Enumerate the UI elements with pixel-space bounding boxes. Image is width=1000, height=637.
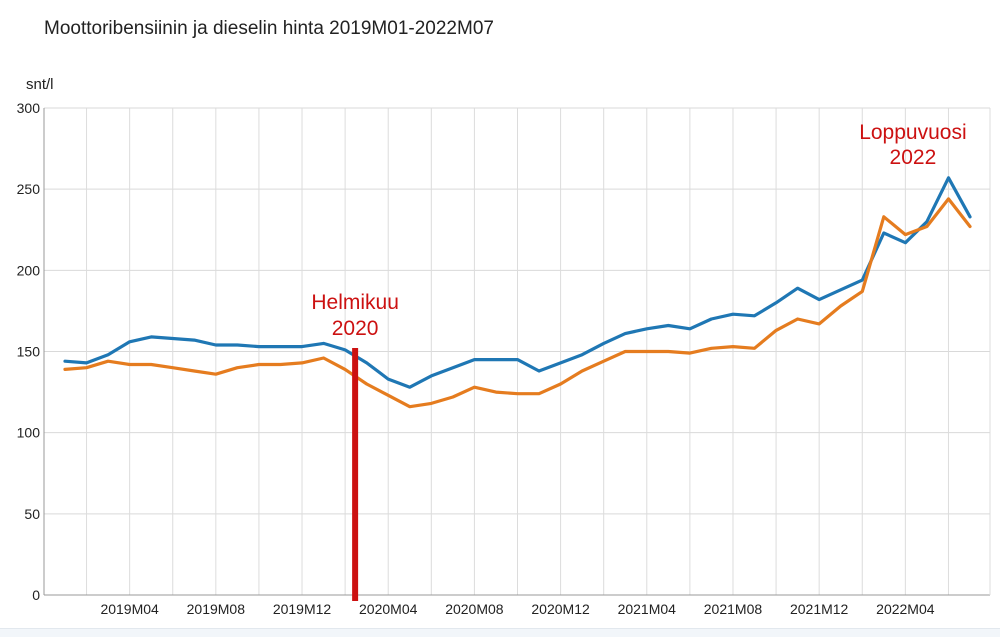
- x-tick-labels: 2019M04 2019M08 2019M12 2020M04 2020M08 2020M…: [100, 601, 934, 617]
- x-tick-label: 2020M04: [359, 601, 418, 617]
- y-tick-label: 0: [32, 587, 40, 603]
- x-tick-label: 2019M08: [187, 601, 246, 617]
- y-tick-labels: 0 50 100 150 200 250 300: [17, 100, 41, 603]
- x-tick-label: 2021M04: [618, 601, 677, 617]
- y-tick-label: 50: [24, 506, 40, 522]
- series-lines: [63, 176, 972, 409]
- y-tick-label: 200: [17, 262, 41, 278]
- annotation-label: 2020: [332, 317, 379, 340]
- y-tick-label: 100: [17, 425, 41, 441]
- y-tick-label: 150: [17, 344, 41, 360]
- annotation-label: Loppuvuosi: [859, 121, 966, 144]
- annotation-label: Helmikuu: [311, 291, 399, 314]
- x-tick-label: 2020M08: [445, 601, 504, 617]
- x-tick-label: 2021M08: [704, 601, 763, 617]
- y-axis-unit-label: snt/l: [26, 76, 54, 93]
- y-tick-label: 250: [17, 181, 41, 197]
- bottom-strip: [0, 628, 1000, 637]
- x-tick-label: 2019M04: [100, 601, 159, 617]
- series-line-1: [63, 176, 972, 389]
- x-tick-label: 2019M12: [273, 601, 332, 617]
- grid-lines: [43, 107, 991, 596]
- annotation-marker-line: [352, 348, 359, 601]
- chart-title: Moottoribensiinin ja dieselin hinta 2019…: [44, 18, 494, 39]
- series-line-2: [63, 197, 972, 409]
- annotation-label: 2022: [890, 146, 937, 169]
- x-tick-label: 2021M12: [790, 601, 849, 617]
- x-tick-label: 2022M04: [876, 601, 935, 617]
- x-tick-label: 2020M12: [531, 601, 590, 617]
- y-tick-label: 300: [17, 100, 41, 116]
